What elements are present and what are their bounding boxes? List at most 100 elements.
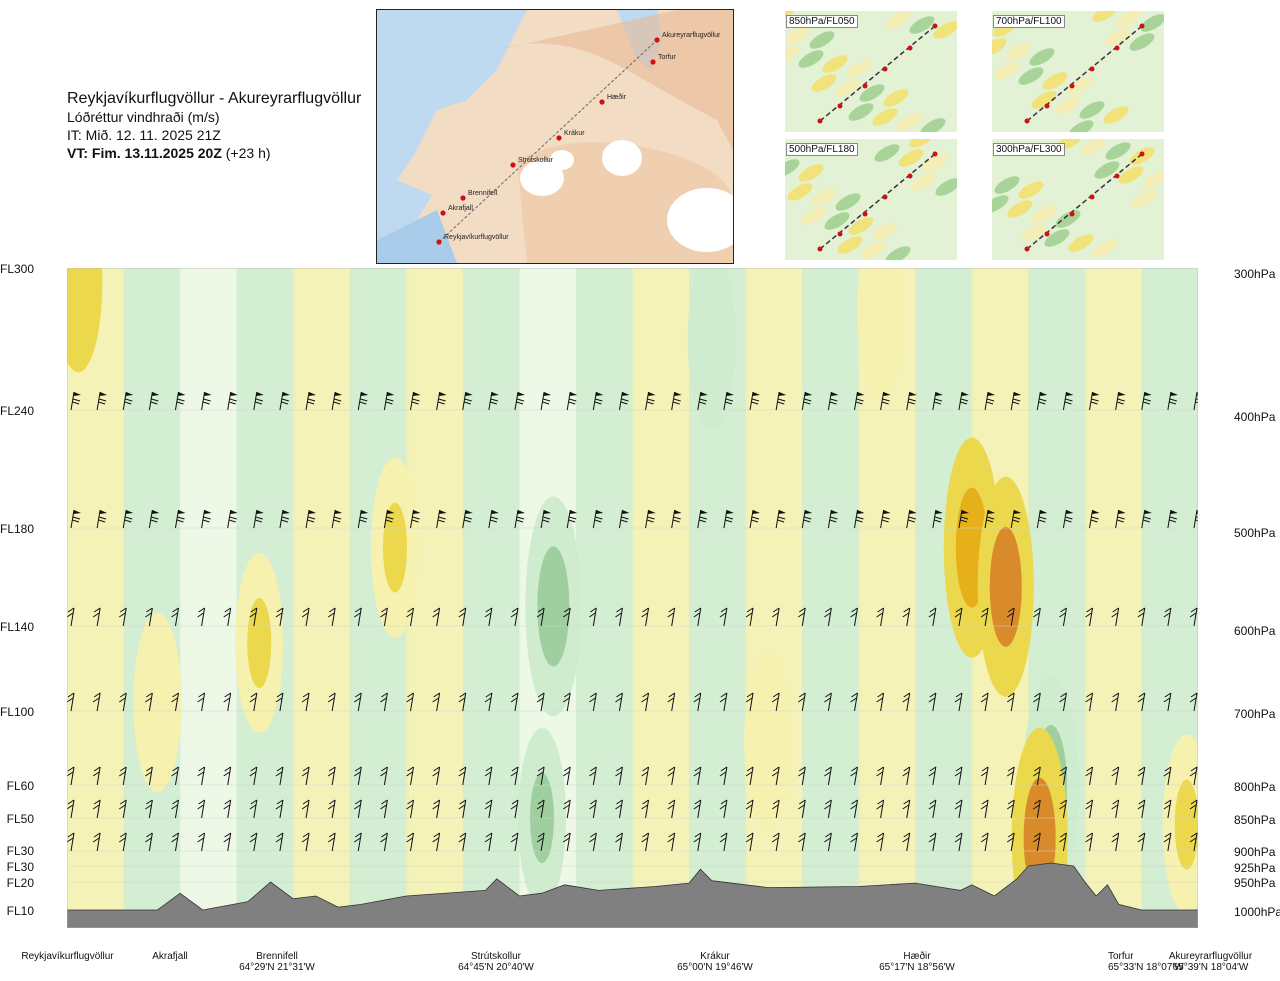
wind-barb <box>824 832 832 852</box>
cross-section-chart <box>67 268 1198 928</box>
level-left: FL100 <box>0 705 35 719</box>
wind-barb <box>589 766 597 786</box>
wind-barb <box>562 766 571 786</box>
wind-barb <box>249 832 258 852</box>
wind-barb <box>1085 607 1094 627</box>
wind-barb <box>171 692 179 712</box>
wind-barb <box>771 799 780 819</box>
wind-barb <box>1033 766 1041 786</box>
wind-barb <box>357 509 369 529</box>
wind-barb <box>618 391 630 411</box>
wind-barb <box>536 799 545 819</box>
wind-barb <box>615 832 623 852</box>
wind-barb <box>118 607 127 627</box>
wind-barb <box>118 766 127 786</box>
wind-barb <box>1033 692 1041 712</box>
wind-barb <box>641 799 650 819</box>
wind-barb <box>406 607 415 627</box>
wind-barb <box>249 799 258 819</box>
wind-barb <box>719 607 728 627</box>
wind-barb <box>1036 391 1048 411</box>
wind-barb <box>171 799 179 819</box>
wind-barb <box>1006 692 1015 712</box>
wind-barb <box>354 766 362 786</box>
wind-barb <box>954 692 963 712</box>
map-waypoint-label: Brennifell <box>468 190 498 197</box>
wind-barb <box>1111 799 1120 819</box>
wind-barb <box>458 799 467 819</box>
wind-barb <box>122 391 134 411</box>
wind-barb <box>984 509 996 529</box>
wind-barb <box>145 766 153 786</box>
map-waypoint-label: Akrafjall <box>448 205 473 212</box>
wind-barb <box>406 766 415 786</box>
wind-barb <box>958 391 969 411</box>
wind-barb <box>645 391 656 411</box>
map-waypoint-label: Torfur <box>658 54 677 61</box>
location-coord: 64°29'N 21°31'W <box>239 962 315 973</box>
wind-barb <box>1111 832 1120 852</box>
contour-core <box>869 268 894 356</box>
panel-700-label: 700hPa/FL100 <box>993 15 1065 28</box>
location-name: Krákur <box>700 951 730 962</box>
contour-band <box>293 268 353 928</box>
wind-barb <box>92 832 101 852</box>
level-left: FL50 <box>6 812 34 826</box>
wind-barb <box>484 766 493 786</box>
wind-barb <box>1189 692 1198 712</box>
location-label: Torfur 65°33'N 18°07'W <box>1108 951 1184 973</box>
wind-barb <box>749 391 761 411</box>
wind-barb <box>928 607 937 627</box>
wind-barb <box>380 832 388 852</box>
wind-barb <box>1006 607 1015 627</box>
wind-barb <box>410 391 421 411</box>
wind-barb <box>67 832 75 852</box>
location-name: Brennifell <box>256 951 298 962</box>
wind-barb <box>932 509 943 529</box>
wind-barb <box>67 799 75 819</box>
wind-barb <box>719 832 728 852</box>
contour-band <box>1084 268 1145 928</box>
wind-barb <box>906 509 917 529</box>
map-waypoint-label: Reykjavíkurflugvöllur <box>444 234 509 241</box>
wind-barb <box>327 799 336 819</box>
wind-barb <box>592 391 604 411</box>
wind-barb <box>954 832 963 852</box>
location-label: Akrafjall <box>140 951 200 962</box>
location-coord: 64°45'N 20°40'W <box>458 962 534 973</box>
wind-barb <box>92 607 101 627</box>
wind-barb <box>406 799 415 819</box>
wind-barb <box>174 509 186 529</box>
wind-barb <box>67 607 75 627</box>
wind-barb <box>1059 692 1067 712</box>
wind-barb <box>824 607 832 627</box>
wind-barb <box>824 692 832 712</box>
wind-barb <box>827 391 839 411</box>
panel-850-svg <box>785 11 957 132</box>
wind-barb <box>1089 391 1100 411</box>
wind-barb <box>980 766 989 786</box>
wind-barb <box>301 766 310 786</box>
contour-core <box>1174 779 1198 870</box>
wind-barb <box>301 799 310 819</box>
panel-500: 500hPa/FL180 <box>785 139 957 260</box>
location-label: Strútskollur 64°45'N 20°40'W <box>451 951 541 973</box>
wind-barb <box>331 391 343 411</box>
wind-barb <box>536 766 545 786</box>
wind-barb <box>249 766 258 786</box>
wind-barb <box>693 607 702 627</box>
wind-barb <box>801 391 813 411</box>
wind-barb <box>1137 832 1146 852</box>
wind-barb <box>1036 509 1048 529</box>
wind-barb <box>197 799 206 819</box>
wind-barb <box>771 766 780 786</box>
level-left: FL300 <box>0 262 35 276</box>
wind-barb <box>171 832 179 852</box>
wind-barb <box>357 391 369 411</box>
level-right: 900hPa <box>1234 845 1276 859</box>
wind-barb <box>902 607 911 627</box>
wind-barb <box>70 509 81 529</box>
wind-barb <box>850 766 858 786</box>
wind-barb <box>1111 692 1120 712</box>
wind-barb <box>615 766 623 786</box>
